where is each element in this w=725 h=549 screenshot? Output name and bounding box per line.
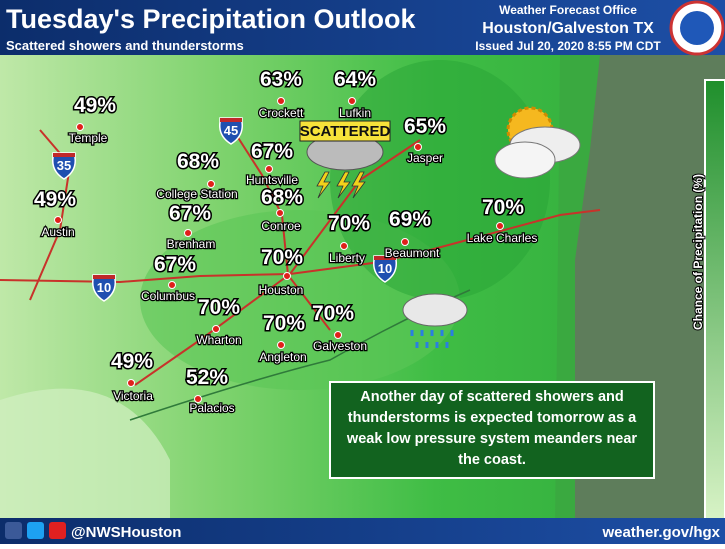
city-dot: [401, 238, 409, 246]
city-name: Austin: [41, 225, 74, 239]
summary-line: Another day of scattered showers and: [360, 389, 623, 405]
city-dot: [54, 216, 62, 224]
city-name: Houston: [259, 283, 304, 297]
city-dot: [334, 331, 342, 339]
interstate-shield: [51, 152, 77, 180]
chance: 67%: [169, 202, 211, 225]
legend-label: Chance of Precipitation (%): [691, 174, 705, 330]
summary-line: the coast.: [458, 452, 526, 468]
chance: 69%: [389, 208, 431, 231]
twitter-icon[interactable]: [27, 522, 44, 539]
url[interactable]: weather.gov/hgx: [601, 524, 720, 541]
city-name: Crockett: [259, 106, 304, 120]
office: Weather Forecast Office: [499, 3, 637, 17]
chance: 70%: [261, 246, 303, 269]
title: Tuesday's Precipitation Outlook: [6, 4, 416, 34]
city-dot: [212, 325, 220, 333]
chance: 70%: [312, 302, 354, 325]
city-dot: [127, 379, 135, 387]
chance: 68%: [177, 150, 219, 173]
city-dot: [168, 281, 176, 289]
city-name: College Station: [156, 187, 237, 201]
youtube-icon[interactable]: [49, 522, 66, 539]
interstate-shield: [91, 274, 117, 302]
chance: 64%: [334, 68, 376, 91]
city-dot: [277, 97, 285, 105]
interstate-shield: [218, 117, 244, 145]
summary-line: weak low pressure system meanders near: [346, 431, 638, 447]
city-name: Lufkin: [339, 106, 371, 120]
city-dot: [283, 272, 291, 280]
city-name: Columbus: [141, 289, 195, 303]
city-name: Beaumont: [385, 246, 440, 260]
city-name: Wharton: [196, 333, 241, 347]
chance: 68%: [261, 186, 303, 209]
city-name: Palacios: [189, 401, 234, 415]
city-name: Lake Charles: [467, 231, 538, 245]
chance: 67%: [251, 140, 293, 163]
chance: 63%: [260, 68, 302, 91]
subtitle: Scattered showers and thunderstorms: [6, 38, 244, 53]
interstate-band: [374, 256, 396, 260]
location: Houston/Galveston TX: [482, 20, 654, 37]
city-dot: [207, 180, 215, 188]
chance: 49%: [111, 350, 153, 373]
city-name: Victoria: [113, 389, 153, 403]
city-name: Angleton: [259, 350, 306, 364]
chance: 70%: [198, 296, 240, 319]
chance: 70%: [263, 312, 305, 335]
chance: 52%: [186, 366, 228, 389]
city-dot: [277, 341, 285, 349]
city-dot: [348, 97, 356, 105]
interstate-label: 45: [224, 123, 238, 138]
chance: 49%: [34, 188, 76, 211]
chance: 65%: [404, 115, 446, 138]
rain-icon: [402, 293, 468, 348]
city-name: Conroe: [261, 219, 301, 233]
city-name: Liberty: [329, 251, 365, 265]
city-name: Huntsville: [246, 173, 298, 187]
issued: Issued Jul 20, 2020 8:55 PM CDT: [475, 39, 661, 53]
interstate-label: 10: [97, 280, 111, 295]
city-name: Brenham: [167, 237, 216, 251]
chance: 70%: [482, 196, 524, 219]
interstate-band: [53, 153, 75, 157]
city-name: Temple: [69, 131, 108, 145]
city-name: Galveston: [313, 339, 367, 353]
city-dot: [265, 165, 273, 173]
interstate-label: 10: [378, 261, 392, 276]
interstate-band: [220, 118, 242, 122]
sun-cloud-icon: [494, 106, 581, 179]
header: Tuesday's Precipitation Outlook Scattere…: [0, 0, 725, 56]
storm-icon: SCATTERED: [299, 120, 391, 199]
summary-box: Another day of scattered showers and thun…: [329, 381, 655, 479]
interstate-label: 35: [57, 158, 71, 173]
city-dot: [496, 222, 504, 230]
city-dot: [340, 242, 348, 250]
city-dot: [194, 395, 202, 403]
chance: 49%: [74, 94, 116, 117]
city-name: Jasper: [407, 151, 443, 165]
handle: @NWSHouston: [71, 524, 181, 541]
city-dot: [184, 229, 192, 237]
chance: 70%: [328, 212, 370, 235]
summary-line: thunderstorms is expected tomorrow as a: [348, 410, 637, 426]
facebook-icon[interactable]: [5, 522, 22, 539]
interstate-band: [93, 275, 115, 279]
city-dot: [276, 209, 284, 217]
interstate-shield: [372, 255, 398, 283]
chance: 67%: [154, 253, 196, 276]
storm-label: SCATTERED: [300, 123, 391, 140]
city-dot: [414, 143, 422, 151]
footer: @NWSHouston weather.gov/hgx: [0, 518, 725, 544]
city-dot: [76, 123, 84, 131]
